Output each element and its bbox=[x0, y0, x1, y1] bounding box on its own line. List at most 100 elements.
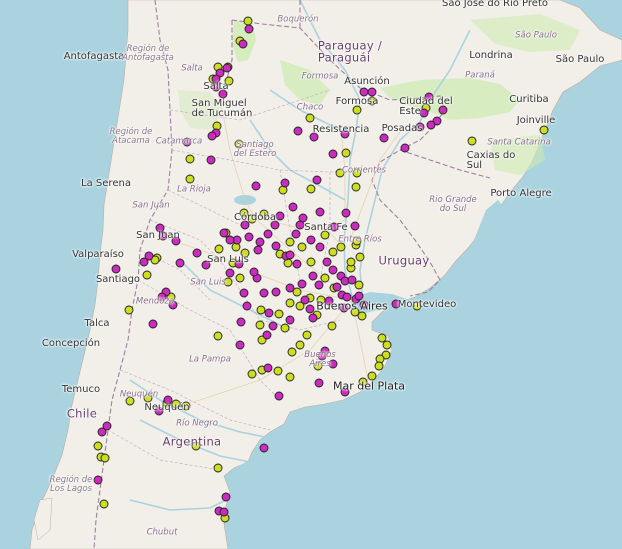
map-marker-magenta[interactable] bbox=[268, 321, 278, 331]
map-marker-magenta[interactable] bbox=[255, 237, 265, 247]
map-marker-magenta[interactable] bbox=[207, 131, 217, 141]
map-marker-magenta[interactable] bbox=[219, 228, 229, 238]
map-marker-yellow[interactable] bbox=[93, 441, 103, 451]
map-marker-magenta[interactable] bbox=[236, 317, 246, 327]
map-marker-magenta[interactable] bbox=[238, 39, 248, 49]
map-marker-yellow[interactable] bbox=[467, 136, 477, 146]
map-marker-yellow[interactable] bbox=[285, 298, 295, 308]
map-marker-magenta[interactable] bbox=[359, 300, 369, 310]
map-marker-yellow[interactable] bbox=[346, 257, 356, 267]
map-marker-yellow[interactable] bbox=[274, 309, 284, 319]
map-marker-yellow[interactable] bbox=[367, 96, 377, 106]
map-marker-magenta[interactable] bbox=[263, 229, 273, 239]
map-marker-magenta[interactable] bbox=[342, 292, 352, 302]
map-marker-magenta[interactable] bbox=[211, 82, 221, 92]
map-marker-yellow[interactable] bbox=[335, 168, 345, 178]
map-marker-magenta[interactable] bbox=[291, 229, 301, 239]
map-marker-yellow[interactable] bbox=[100, 453, 110, 463]
map-marker-yellow[interactable] bbox=[256, 305, 266, 315]
map-marker-magenta[interactable] bbox=[215, 68, 225, 78]
map-marker-magenta[interactable] bbox=[379, 133, 389, 143]
map-marker-magenta[interactable] bbox=[329, 222, 339, 232]
map-marker-magenta[interactable] bbox=[315, 207, 325, 217]
map-marker-magenta[interactable] bbox=[424, 92, 434, 102]
map-marker-magenta[interactable] bbox=[225, 268, 235, 278]
map-marker-yellow[interactable] bbox=[382, 340, 392, 350]
map-marker-magenta[interactable] bbox=[328, 265, 338, 275]
map-marker-magenta[interactable] bbox=[285, 315, 295, 325]
map-marker-yellow[interactable] bbox=[355, 252, 365, 262]
map-marker-magenta[interactable] bbox=[317, 351, 327, 361]
map-marker-magenta[interactable] bbox=[249, 267, 259, 277]
map-marker-magenta[interactable] bbox=[340, 387, 350, 397]
map-marker-magenta[interactable] bbox=[271, 241, 281, 251]
map-marker-magenta[interactable] bbox=[328, 149, 338, 159]
map-marker-yellow[interactable] bbox=[125, 396, 135, 406]
map-marker-yellow[interactable] bbox=[295, 301, 305, 311]
map-marker-yellow[interactable] bbox=[259, 209, 269, 219]
map-marker-magenta[interactable] bbox=[144, 251, 154, 261]
map-marker-magenta[interactable] bbox=[201, 260, 211, 270]
map-marker-magenta[interactable] bbox=[270, 220, 280, 230]
map-marker-magenta[interactable] bbox=[253, 245, 263, 255]
map-marker-yellow[interactable] bbox=[320, 230, 330, 240]
map-marker-magenta[interactable] bbox=[285, 250, 295, 260]
map-marker-yellow[interactable] bbox=[352, 236, 362, 246]
map-marker-yellow[interactable] bbox=[234, 139, 244, 149]
map-marker-magenta[interactable] bbox=[391, 299, 401, 309]
map-marker-magenta[interactable] bbox=[259, 443, 269, 453]
map-marker-yellow[interactable] bbox=[374, 361, 384, 371]
map-marker-magenta[interactable] bbox=[221, 492, 231, 502]
map-marker-magenta[interactable] bbox=[111, 264, 121, 274]
map-marker-yellow[interactable] bbox=[213, 463, 223, 473]
map-marker-magenta[interactable] bbox=[341, 208, 351, 218]
map-marker-yellow[interactable] bbox=[539, 125, 549, 135]
map-marker-yellow[interactable] bbox=[185, 154, 195, 164]
map-marker-magenta[interactable] bbox=[262, 330, 272, 340]
map-marker-yellow[interactable] bbox=[336, 242, 346, 252]
map-marker-magenta[interactable] bbox=[225, 235, 235, 245]
map-marker-magenta[interactable] bbox=[288, 202, 298, 212]
map-marker-magenta[interactable] bbox=[400, 143, 410, 153]
map-marker-magenta[interactable] bbox=[314, 378, 324, 388]
map-marker-yellow[interactable] bbox=[181, 401, 191, 411]
map-marker-magenta[interactable] bbox=[339, 303, 349, 313]
map-marker-magenta[interactable] bbox=[218, 89, 228, 99]
map-marker-magenta[interactable] bbox=[175, 258, 185, 268]
map-marker-magenta[interactable] bbox=[312, 175, 322, 185]
map-marker-yellow[interactable] bbox=[351, 182, 361, 192]
map-marker-magenta[interactable] bbox=[347, 275, 357, 285]
map-marker-yellow[interactable] bbox=[247, 369, 257, 379]
map-marker-magenta[interactable] bbox=[192, 248, 202, 258]
map-marker-magenta[interactable] bbox=[235, 340, 245, 350]
map-marker-magenta[interactable] bbox=[240, 220, 250, 230]
map-marker-yellow[interactable] bbox=[171, 399, 181, 409]
map-marker-magenta[interactable] bbox=[155, 223, 165, 233]
map-marker-yellow[interactable] bbox=[240, 248, 250, 258]
map-marker-yellow[interactable] bbox=[143, 393, 153, 403]
map-marker-yellow[interactable] bbox=[354, 280, 364, 290]
map-marker-magenta[interactable] bbox=[285, 283, 295, 293]
map-marker-magenta[interactable] bbox=[274, 391, 284, 401]
map-marker-magenta[interactable] bbox=[97, 427, 107, 437]
map-marker-magenta[interactable] bbox=[295, 220, 305, 230]
map-marker-yellow[interactable] bbox=[306, 184, 316, 194]
map-marker-yellow[interactable] bbox=[273, 366, 283, 376]
map-marker-magenta[interactable] bbox=[168, 300, 178, 310]
map-marker-magenta[interactable] bbox=[419, 108, 429, 118]
map-marker-magenta[interactable] bbox=[259, 288, 269, 298]
map-marker-yellow[interactable] bbox=[350, 307, 360, 317]
map-marker-magenta[interactable] bbox=[271, 287, 281, 297]
map-marker-magenta[interactable] bbox=[354, 291, 364, 301]
map-marker-magenta[interactable] bbox=[426, 120, 436, 130]
map-marker-magenta[interactable] bbox=[219, 507, 229, 517]
map-marker-yellow[interactable] bbox=[328, 247, 338, 257]
map-marker-magenta[interactable] bbox=[324, 296, 334, 306]
map-marker-yellow[interactable] bbox=[358, 377, 368, 387]
map-marker-yellow[interactable] bbox=[352, 168, 362, 178]
map-marker-yellow[interactable] bbox=[223, 277, 233, 287]
map-marker-magenta[interactable] bbox=[244, 24, 254, 34]
map-marker-yellow[interactable] bbox=[214, 244, 224, 254]
map-marker-magenta[interactable] bbox=[432, 116, 442, 126]
